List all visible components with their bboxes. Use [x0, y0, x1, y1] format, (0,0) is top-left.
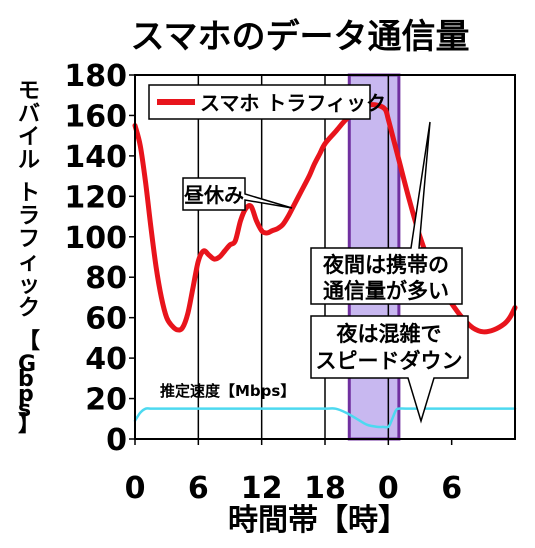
legend: スマホ トラフィック — [148, 84, 386, 120]
night-traffic-callout-text: 通信量が多い — [323, 279, 449, 303]
night-speed-callout-text: スピードダウン — [316, 349, 463, 373]
x-tick-label: 18 — [304, 471, 346, 506]
lunch-callout-box — [182, 177, 293, 211]
x-tick-label: 0 — [378, 471, 399, 506]
x-tick-label: 6 — [441, 471, 462, 506]
night-speed-callout-box — [310, 315, 469, 424]
x-tick-label: 12 — [241, 471, 283, 506]
speed-series-line — [133, 407, 517, 429]
y-tick-label: 140 — [64, 140, 127, 175]
y-tick-label: 180 — [64, 59, 127, 94]
x-axis-label: 時間帯【時】 — [228, 503, 408, 538]
y-tick-label: 80 — [85, 261, 127, 296]
traffic-series-line — [132, 102, 518, 335]
speed-series-label: 推定速度【Mbps】 — [160, 382, 295, 400]
y-tick-label: 100 — [64, 221, 127, 256]
night-speed-callout-text: 夜は混雑で — [336, 322, 442, 346]
chart-title: スマホのデータ通信量 — [131, 17, 470, 57]
y-tick-label: 160 — [64, 99, 127, 134]
night-traffic-callout-text: 夜間は携帯の — [322, 253, 449, 277]
y-tick-label: 60 — [85, 302, 127, 337]
x-tick-label: 6 — [188, 471, 209, 506]
y-tick-label: 20 — [85, 383, 127, 418]
night-traffic-callout-box — [310, 121, 463, 305]
y-tick-label: 120 — [64, 180, 127, 215]
legend-label: スマホ トラフィック — [200, 91, 386, 115]
y-tick-label: 40 — [85, 342, 127, 377]
lunch-callout-text: 昼休み — [184, 183, 244, 207]
y-tick-label: 0 — [106, 423, 127, 458]
x-tick-label: 0 — [125, 471, 146, 506]
